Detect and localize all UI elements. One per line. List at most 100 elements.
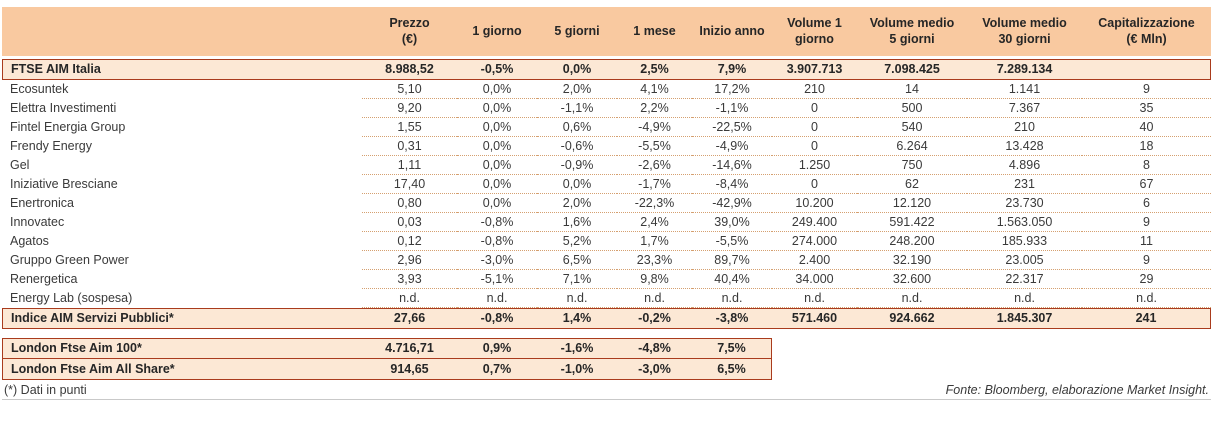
cell-value: 32.190 <box>857 251 967 270</box>
cell-value: 40,4% <box>692 270 772 289</box>
cell-value: 7,9% <box>692 59 772 80</box>
cell-value: -3,0% <box>457 251 537 270</box>
table-row: Frendy Energy 0,31 0,0% -0,6% -5,5% -4,9% 0 6.2… <box>2 137 1211 156</box>
table-row: Gel 1,11 0,0% -0,9% -2,6% -14,6% 1.250 750 4.896… <box>2 156 1211 175</box>
cell-value: 32.600 <box>857 270 967 289</box>
col-header-3: 5 giorni <box>537 7 617 59</box>
cell-value: 4.896 <box>967 156 1082 175</box>
cell-value: 9 <box>1082 213 1211 232</box>
cell-value: 8.988,52 <box>362 59 457 80</box>
cell-value: 35 <box>1082 99 1211 118</box>
cell-value: 0,0% <box>457 194 537 213</box>
row-label: Gruppo Green Power <box>10 253 129 267</box>
col-header-2: 1 giorno <box>457 7 537 59</box>
cell-value: 89,7% <box>692 251 772 270</box>
row-label: Iniziative Bresciane <box>10 177 118 191</box>
cell-value: 0 <box>772 118 857 137</box>
cell-value: 0,0% <box>457 175 537 194</box>
table-row: Indice AIM Servizi Pubblici* 27,66 -0,8% 1,… <box>2 308 1211 329</box>
cell-value: n.d. <box>362 289 457 308</box>
row-label: Innovatec <box>10 215 65 229</box>
cell-value: 6.264 <box>857 137 967 156</box>
col-header-0 <box>2 7 362 59</box>
cell-value: 23.730 <box>967 194 1082 213</box>
cell-value: 571.460 <box>772 308 857 329</box>
cell-value: 2,0% <box>537 194 617 213</box>
cell-value: -0,6% <box>537 137 617 156</box>
cell-value: n.d. <box>457 289 537 308</box>
cell-value: 1.845.307 <box>967 308 1082 329</box>
cell-value: 0,0% <box>457 80 537 99</box>
cell-value: -42,9% <box>692 194 772 213</box>
cell-value: 62 <box>857 175 967 194</box>
table-row: Fintel Energia Group 1,55 0,0% 0,6% -4,9% -22… <box>2 118 1211 137</box>
row-label: Fintel Energia Group <box>10 120 126 134</box>
cell-value: 9,8% <box>617 270 692 289</box>
cell-value: -1,1% <box>692 99 772 118</box>
cell-value: 9 <box>1082 80 1211 99</box>
cell-value: 18 <box>1082 137 1211 156</box>
row-label: Agatos <box>10 234 49 248</box>
cell-value: 750 <box>857 156 967 175</box>
cell-value: 40 <box>1082 118 1211 137</box>
row-label: Enertronica <box>10 196 74 210</box>
cell-value: 0,6% <box>537 118 617 137</box>
table-row: Agatos 0,12 -0,8% 5,2% 1,7% -5,5% 274.000 248.2… <box>2 232 1211 251</box>
cell-value: 2,0% <box>537 80 617 99</box>
cell-value: -0,2% <box>617 308 692 329</box>
cell-value: 11 <box>1082 232 1211 251</box>
cell-value: -4,8% <box>617 338 692 359</box>
row-label: FTSE AIM Italia <box>2 59 362 80</box>
cell-value: 10.200 <box>772 194 857 213</box>
cell-value: 3.907.713 <box>772 59 857 80</box>
cell-value <box>967 338 1082 359</box>
cell-value: 0,0% <box>457 99 537 118</box>
cell-value: 29 <box>1082 270 1211 289</box>
cell-value: n.d. <box>617 289 692 308</box>
row-label: London Ftse Aim 100* <box>2 338 362 359</box>
cell-value: 4,1% <box>617 80 692 99</box>
cell-value: 0,0% <box>457 137 537 156</box>
row-label: Ecosuntek <box>10 82 69 96</box>
cell-value: 34.000 <box>772 270 857 289</box>
cell-value: -0,5% <box>457 59 537 80</box>
cell-value: 0 <box>772 175 857 194</box>
cell-value: 274.000 <box>772 232 857 251</box>
cell-value: -5,5% <box>692 232 772 251</box>
cell-value: n.d. <box>857 289 967 308</box>
cell-value: -1,7% <box>617 175 692 194</box>
cell-value: -4,9% <box>692 137 772 156</box>
table-row: Renergetica 3,93 -5,1% 7,1% 9,8% 40,4% 34.000 3… <box>2 270 1211 289</box>
table-row: Innovatec 0,03 -0,8% 1,6% 2,4% 39,0% 249.400 59… <box>2 213 1211 232</box>
cell-value: n.d. <box>772 289 857 308</box>
table-header: Prezzo (€) 1 giorno 5 giorni 1 mese Inizio a… <box>2 7 1211 59</box>
cell-value: 67 <box>1082 175 1211 194</box>
cell-value: -3,8% <box>692 308 772 329</box>
table-footer: (*) Dati in punti Fonte: Bloomberg, elab… <box>2 380 1211 400</box>
cell-value: 241 <box>1082 308 1211 329</box>
cell-value: 22.317 <box>967 270 1082 289</box>
cell-value: 6 <box>1082 194 1211 213</box>
cell-value: 7.289.134 <box>967 59 1082 80</box>
cell-value: 0 <box>772 137 857 156</box>
cell-value: -2,6% <box>617 156 692 175</box>
cell-value: -4,9% <box>617 118 692 137</box>
cell-value: -14,6% <box>692 156 772 175</box>
cell-value: -5,1% <box>457 270 537 289</box>
cell-value: n.d. <box>967 289 1082 308</box>
cell-value: 914,65 <box>362 359 457 380</box>
cell-value: 9,20 <box>362 99 457 118</box>
table-row: Energy Lab (sospesa) n.d. n.d. n.d. n.d. n.d.… <box>2 289 1211 308</box>
cell-value: 7,5% <box>692 338 772 359</box>
cell-value: 500 <box>857 99 967 118</box>
cell-value: 924.662 <box>857 308 967 329</box>
cell-value: -1,6% <box>537 338 617 359</box>
cell-value <box>857 359 967 380</box>
cell-value: -0,8% <box>457 213 537 232</box>
cell-value: 27,66 <box>362 308 457 329</box>
table-row: London Ftse Aim 100* 4.716,71 0,9% -1,6% -4,… <box>2 338 1211 359</box>
cell-value: 17,2% <box>692 80 772 99</box>
table-row: London Ftse Aim All Share* 914,65 0,7% -1,0… <box>2 359 1211 380</box>
row-label: London Ftse Aim All Share* <box>2 359 362 380</box>
cell-value: 1,4% <box>537 308 617 329</box>
